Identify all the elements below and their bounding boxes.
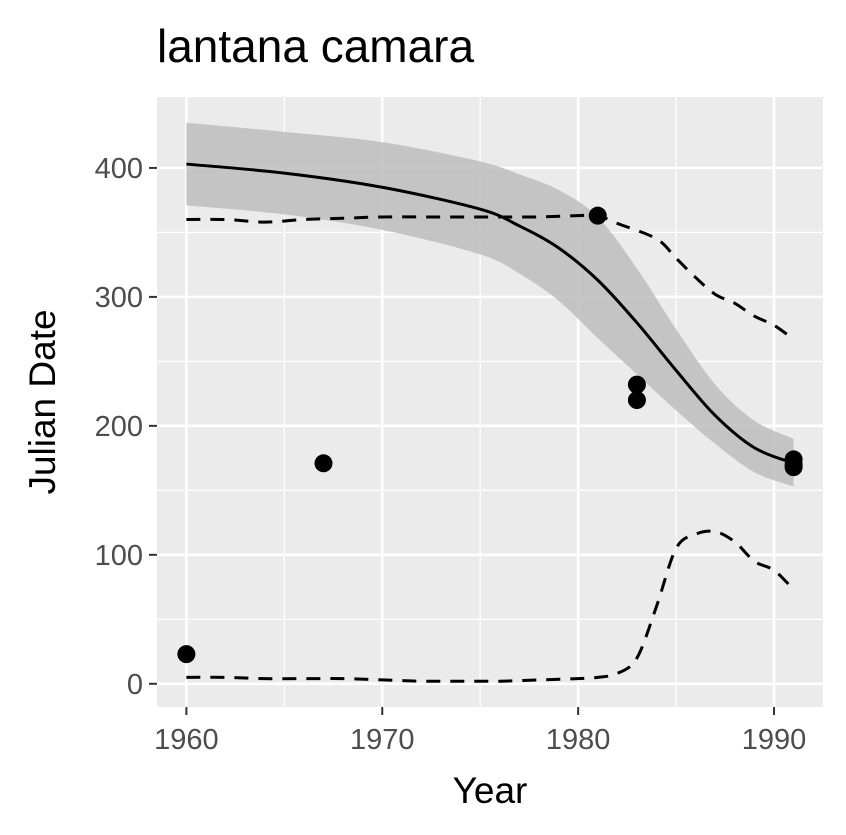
data-point — [627, 391, 646, 410]
y-axis: 0 100 200 300 400 — [95, 153, 157, 701]
data-points — [177, 206, 803, 664]
y-axis-title: Julian Date — [22, 309, 63, 494]
data-point — [627, 375, 646, 394]
data-point — [784, 458, 803, 477]
x-axis: 1960 1970 1980 1990 — [154, 707, 806, 756]
data-point — [177, 645, 196, 664]
upper-quantile-line — [186, 213, 795, 341]
y-tick-label: 200 — [95, 411, 143, 443]
chart-title: lantana camara — [157, 20, 474, 72]
x-axis-title: Year — [453, 770, 528, 811]
y-tick-label: 400 — [95, 153, 143, 185]
data-point — [314, 454, 333, 473]
trend-line — [186, 162, 795, 465]
y-tick-label: 300 — [95, 282, 143, 314]
x-tick-label: 1990 — [742, 724, 807, 756]
lower-quantile-line — [186, 529, 795, 683]
confidence-band — [186, 122, 794, 487]
x-tick-label: 1980 — [546, 724, 611, 756]
data-point — [588, 206, 607, 225]
y-tick-label: 0 — [127, 669, 143, 701]
x-tick-label: 1960 — [154, 724, 219, 756]
y-tick-label: 100 — [95, 540, 143, 572]
x-tick-label: 1970 — [350, 724, 415, 756]
